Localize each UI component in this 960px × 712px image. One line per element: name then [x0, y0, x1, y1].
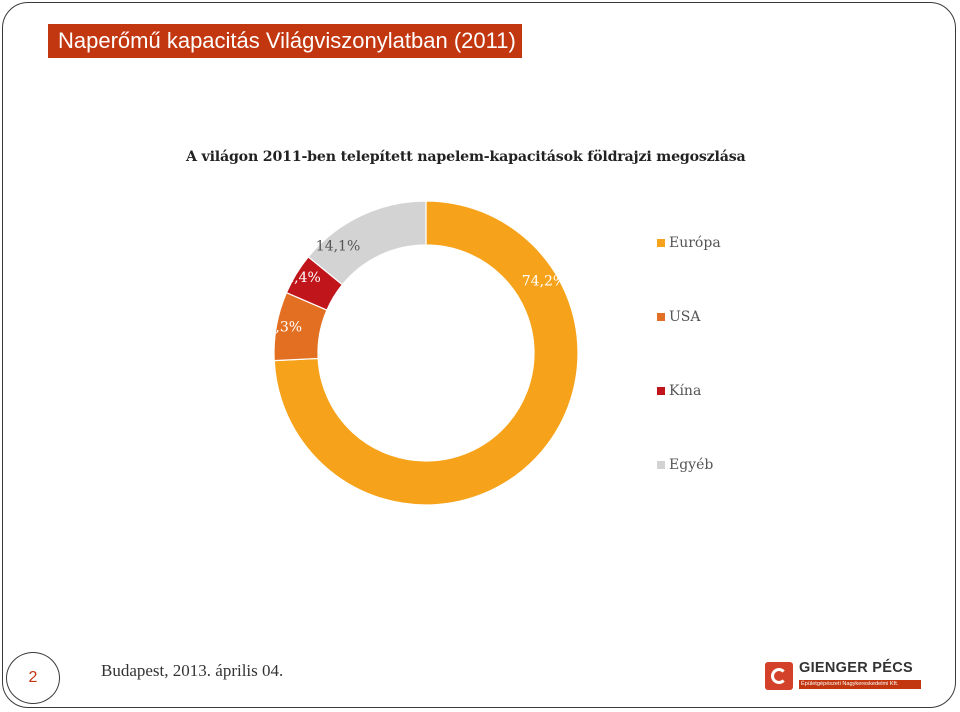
- data-label-egyeb: 14,1%: [316, 239, 360, 255]
- slices-layer: [273, 200, 579, 506]
- slide-title: Naperőmű kapacitás Világviszonylatban (2…: [48, 24, 522, 58]
- legend: Európa USA Kína Egyéb: [657, 235, 721, 473]
- slice-europa: [273, 200, 579, 506]
- legend-label-egyeb: Egyéb: [669, 457, 713, 473]
- data-label-europa: 74,2%: [522, 273, 566, 289]
- company-logo: GIENGER PÉCS Épületgépészeti Nagykereske…: [765, 660, 925, 694]
- legend-swatch-usa: [657, 313, 665, 321]
- slide-number: 2: [6, 652, 60, 704]
- data-label-usa: 7,3%: [267, 319, 303, 335]
- legend-swatch-egyeb: [657, 461, 665, 469]
- legend-label-europa: Európa: [669, 235, 721, 251]
- logo-icon: [765, 662, 793, 690]
- legend-swatch-kina: [657, 387, 665, 395]
- logo-name: GIENGER PÉCS: [799, 660, 913, 676]
- data-labels-layer: 74,2% 7,3% 4,4% 14,1%: [267, 239, 567, 336]
- logo-g-icon: [771, 668, 787, 684]
- legend-swatch-europa: [657, 239, 665, 247]
- logo-tagline: Épületgépészeti Nagykereskedelmi Kft.: [799, 680, 921, 689]
- slice-egyeb: [307, 200, 427, 286]
- footer-date: Budapest, 2013. április 04.: [101, 661, 284, 680]
- data-label-kina: 4,4%: [285, 270, 321, 286]
- legend-label-kina: Kína: [669, 383, 701, 399]
- legend-label-usa: USA: [669, 309, 701, 325]
- chart-title: A világon 2011-ben telepített napelem-ka…: [186, 149, 746, 165]
